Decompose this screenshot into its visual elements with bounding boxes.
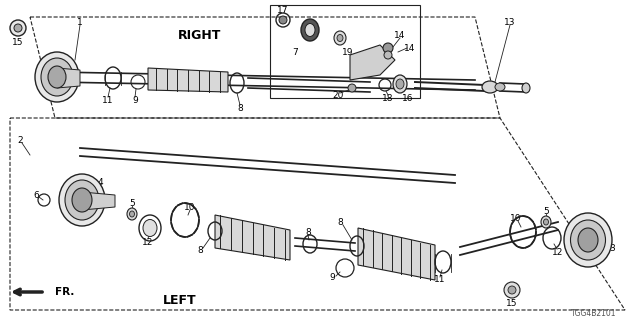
Text: 5: 5: [543, 206, 549, 215]
Text: 14: 14: [394, 30, 406, 39]
Ellipse shape: [570, 220, 605, 260]
Text: RIGHT: RIGHT: [179, 28, 221, 42]
Polygon shape: [358, 228, 435, 280]
Text: 15: 15: [506, 300, 518, 308]
Circle shape: [508, 286, 516, 294]
Ellipse shape: [301, 19, 319, 41]
Ellipse shape: [41, 58, 73, 96]
Ellipse shape: [127, 208, 137, 220]
Ellipse shape: [337, 35, 343, 42]
Polygon shape: [82, 192, 115, 210]
Text: 4: 4: [97, 178, 103, 187]
Text: 17: 17: [277, 5, 289, 14]
Text: 8: 8: [337, 218, 343, 227]
Circle shape: [279, 16, 287, 24]
Circle shape: [348, 84, 356, 92]
Polygon shape: [215, 215, 290, 260]
Text: 20: 20: [332, 91, 344, 100]
Text: 1: 1: [77, 18, 83, 27]
Text: 15: 15: [12, 37, 24, 46]
Ellipse shape: [129, 211, 134, 217]
Text: 16: 16: [403, 93, 413, 102]
Text: 7: 7: [292, 47, 298, 57]
Ellipse shape: [482, 81, 498, 93]
Text: FR.: FR.: [55, 287, 74, 297]
Ellipse shape: [393, 75, 407, 93]
Text: 5: 5: [129, 198, 135, 207]
Text: 6: 6: [33, 190, 39, 199]
Ellipse shape: [495, 83, 505, 91]
Text: 11: 11: [102, 95, 114, 105]
Text: LEFT: LEFT: [163, 293, 197, 307]
Text: 3: 3: [609, 244, 615, 252]
Text: 2: 2: [17, 135, 23, 145]
Circle shape: [504, 282, 520, 298]
Text: 13: 13: [504, 18, 516, 27]
Ellipse shape: [578, 228, 598, 252]
Ellipse shape: [48, 66, 66, 88]
Ellipse shape: [396, 79, 404, 89]
Text: 8: 8: [305, 228, 311, 236]
Ellipse shape: [522, 83, 530, 93]
Ellipse shape: [65, 180, 99, 220]
Text: 8: 8: [237, 103, 243, 113]
Circle shape: [384, 51, 392, 59]
Text: 9: 9: [132, 95, 138, 105]
Circle shape: [383, 43, 393, 53]
Text: 10: 10: [510, 213, 522, 222]
Ellipse shape: [541, 216, 551, 228]
Text: 11: 11: [435, 276, 445, 284]
Ellipse shape: [59, 174, 105, 226]
Circle shape: [10, 20, 26, 36]
Ellipse shape: [564, 213, 612, 267]
Text: 14: 14: [404, 44, 416, 52]
Text: 12: 12: [142, 237, 154, 246]
Polygon shape: [350, 45, 395, 80]
Text: 18: 18: [382, 93, 394, 102]
Polygon shape: [148, 68, 228, 92]
Polygon shape: [57, 68, 80, 88]
Ellipse shape: [72, 188, 92, 212]
Ellipse shape: [35, 52, 79, 102]
Text: 9: 9: [329, 274, 335, 283]
Text: TGG4B2101: TGG4B2101: [572, 308, 617, 317]
Text: 12: 12: [552, 247, 564, 257]
Text: 8: 8: [197, 245, 203, 254]
Ellipse shape: [543, 219, 548, 225]
Ellipse shape: [305, 23, 315, 36]
Text: 19: 19: [342, 47, 354, 57]
Ellipse shape: [143, 220, 157, 236]
Text: 10: 10: [184, 203, 196, 212]
Ellipse shape: [334, 31, 346, 45]
Circle shape: [14, 24, 22, 32]
